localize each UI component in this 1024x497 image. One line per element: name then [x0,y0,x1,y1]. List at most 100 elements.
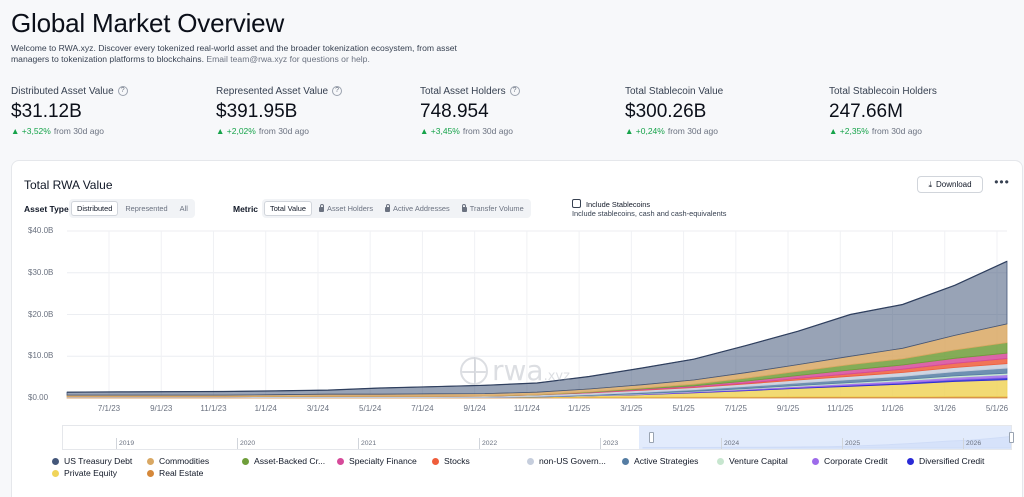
legend-item[interactable]: Diversified Credit [907,456,984,466]
legend-dot-icon [52,469,59,477]
x-tick-label: 7/1/23 [97,404,121,413]
legend-item[interactable]: Asset-Backed Cr... [242,456,325,466]
stat-label: Total Stablecoin Value [625,85,820,97]
stat-card: Total Asset Holders? 748.954 ▲ +3,45% from … [420,85,615,136]
legend-dot-icon [147,469,154,477]
globe-icon [460,356,488,385]
brush-year-label: 2025 [845,440,861,447]
help-icon[interactable]: ? [332,86,343,96]
stat-label-text: Distributed Asset Value [11,85,114,97]
include-stablecoins-label[interactable]: Include Stablecoins [586,200,651,209]
lock-icon [461,204,467,212]
legend-item[interactable]: Stocks [432,456,470,466]
legend-item[interactable]: Specialty Finance [337,456,417,466]
download-icon: ⤓ [928,179,932,189]
description-email[interactable]: Email team@rwa.xyz for questions or help… [206,54,370,64]
brush-selection[interactable] [639,426,1011,449]
legend-item[interactable]: Commodities [147,456,209,466]
legend-dot-icon [812,457,819,465]
metric-total-value[interactable]: Total Value [264,201,313,216]
legend-item[interactable]: Corporate Credit [812,456,888,466]
legend-label: Specialty Finance [349,456,417,466]
more-options-icon[interactable]: ••• [994,175,1010,189]
x-tick-label: 1/1/24 [254,404,277,413]
brush-year-label: 2020 [240,440,256,447]
include-stablecoins-desc: Include stablecoins, cash and cash-equiv… [572,209,727,218]
stat-change: ▲ +3,52% from 30d ago [11,126,206,136]
stat-card: Total Stablecoin Value $300.26B ▲ +0,24% fr… [625,85,820,137]
y-tick-label: $0.00 [28,393,49,402]
asset-type-option-label: Represented [125,204,168,213]
watermark-main: rwa [492,354,544,387]
legend-label: Venture Capital [729,456,788,466]
x-tick-label: 11/1/24 [513,404,540,413]
rwa-watermark: rwa.xyz [460,354,570,387]
stat-label: Represented Asset Value? [216,85,411,97]
stat-change: ▲ +3,45% from 30d ago [420,126,615,136]
page-title: Global Market Overview [11,8,285,38]
stats-row: Distributed Asset Value? $31.12B ▲ +3,52% f… [11,85,1024,137]
legend-item[interactable]: Real Estate [147,468,203,478]
metric-active-addresses[interactable]: Active Addresses [380,201,455,216]
up-arrow-icon: ▲ +2,35% [829,126,869,136]
x-tick-label: 1/1/25 [567,404,591,413]
legend-label: non-US Govern... [539,456,606,466]
brush-year-label: 2026 [966,440,982,447]
legend-dot-icon [432,457,439,465]
card-title: Total RWA Value [24,178,113,192]
page-description: Welcome to RWA.xyz. Discover every token… [11,43,481,65]
stat-card: Represented Asset Value? $391.95B ▲ +2,02%… [216,85,411,136]
asset-type-label: Asset Type [24,204,69,214]
metric-asset-holders[interactable]: Asset Holders [314,201,378,216]
time-range-brush[interactable]: 2019 2020 2021 2022 2023 2024 2025 2026 [62,425,1014,450]
stat-period: from 30d ago [462,126,513,136]
lock-icon [385,204,391,212]
legend-item[interactable]: non-US Govern... [527,456,606,466]
y-tick-label: $40.0B [28,226,54,235]
brush-year-label: 2023 [603,440,619,447]
legend-dot-icon [527,457,534,465]
legend-item[interactable]: Private Equity [52,468,117,478]
download-button[interactable]: ⤓ Download [917,176,983,193]
stat-card: Total Stablecoin Holders 247.66M ▲ +2,35% f… [829,85,1024,137]
rwa-area-chart[interactable] [12,223,1022,423]
include-stablecoins-checkbox[interactable] [572,199,581,208]
legend-dot-icon [907,457,914,465]
brush-handle-right[interactable] [1009,432,1014,443]
brush-year-label: 2021 [361,440,377,447]
legend-item[interactable]: US Treasury Debt [52,456,132,466]
legend-item[interactable]: Active Strategies [622,456,698,466]
brush-tick [237,438,238,449]
y-tick-label: $10.0B [28,351,54,361]
legend-label: Real Estate [159,468,204,478]
x-tick-label: 5/1/24 [359,404,382,413]
x-tick-label: 7/1/25 [724,404,747,413]
x-tick-label: 1/1/26 [881,404,904,413]
asset-type-represented[interactable]: Represented [120,201,172,216]
legend-label: Stocks [444,456,470,466]
stat-value: $300.26B [625,101,707,122]
x-tick-label: 9/1/24 [463,404,486,413]
total-rwa-card: Total RWA Value ⤓ Download ••• Asset Typ… [11,160,1023,497]
metric-transfer-volume[interactable]: Transfer Volume [457,201,529,216]
legend-item[interactable]: Venture Capital [717,456,788,466]
stat-label: Total Asset Holders? [420,85,615,97]
x-tick-label: 11/1/25 [827,404,854,413]
brush-handle-left[interactable] [649,432,654,443]
x-tick-label: 5/1/25 [672,404,695,413]
asset-type-all[interactable]: All [175,201,193,216]
asset-type-distributed[interactable]: Distributed [71,201,119,216]
stat-value: 748.954 [420,101,489,122]
stat-change: ▲ +0,24% from 30d ago [625,126,820,136]
chart-area: rwa.xyz [12,223,1022,423]
up-arrow-icon: ▲ +0,24% [625,126,665,136]
up-arrow-icon: ▲ +2,02% [216,126,256,136]
stat-value: $31.12B [11,101,82,122]
help-icon[interactable]: ? [117,86,128,96]
up-arrow-icon: ▲ +3,52% [11,126,51,136]
brush-tick [116,438,117,449]
x-tick-label: 3/1/25 [620,404,643,413]
help-icon[interactable]: ? [509,86,520,96]
stat-value: 247.66M [829,101,903,122]
asset-type-option-label: All [179,204,188,213]
